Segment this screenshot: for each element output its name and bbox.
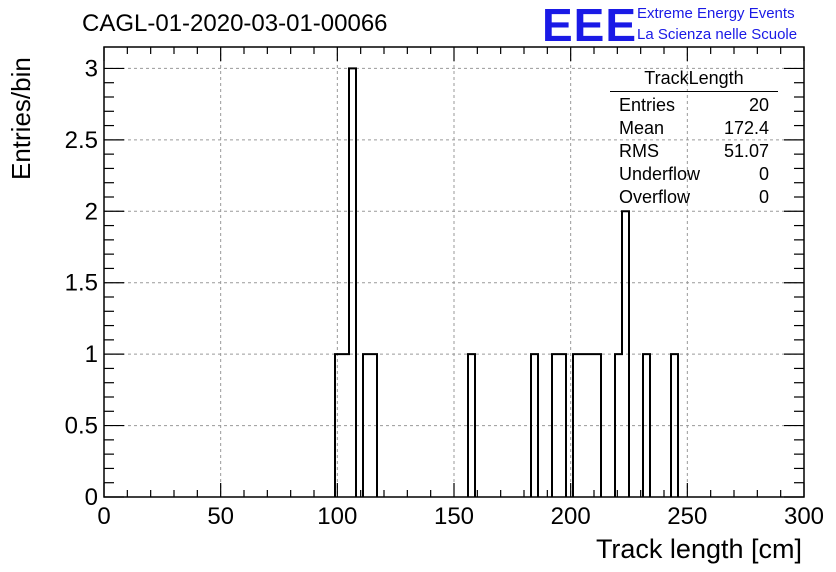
stats-label: Underflow: [619, 164, 701, 184]
stats-label: Overflow: [619, 187, 691, 207]
eee-logo-mark: EEE: [542, 0, 638, 51]
stats-row-mean: Mean 172.4: [610, 117, 778, 140]
x-tick-label: 0: [97, 503, 110, 530]
stats-value: 0: [758, 164, 769, 184]
histogram-outline: [334, 67, 679, 497]
stats-title: TrackLength: [610, 68, 778, 92]
stats-label: Entries: [619, 95, 676, 115]
logo-line-2: La Scienza nelle Scuole: [637, 26, 798, 43]
y-tick-label: 1: [85, 341, 98, 368]
y-tick-label: 0: [85, 484, 98, 511]
stats-label: RMS: [619, 141, 659, 161]
x-tick-label: 200: [551, 503, 591, 530]
y-tick-label: 0.5: [65, 413, 98, 440]
stats-box: TrackLength Entries 20 Mean 172.4 RMS 51…: [610, 68, 778, 209]
x-tick-label: 50: [207, 503, 234, 530]
y-tick-label: 1.5: [65, 270, 98, 297]
logo-line-1: Extreme Energy Events: [637, 5, 795, 22]
stats-label: Mean: [619, 118, 665, 138]
stats-row-entries: Entries 20: [610, 94, 778, 117]
y-axis-label-wrapper: Entries/bin: [6, 57, 36, 190]
stats-row-overflow: Overflow 0: [610, 186, 778, 209]
x-axis-label: Track length [cm]: [595, 534, 802, 564]
histogram-bars: [334, 67, 679, 497]
axis-ticks: [103, 47, 805, 498]
stats-row-rms: RMS 51.07: [610, 140, 778, 163]
stats-value: 0: [758, 187, 769, 207]
x-tick-label: 250: [667, 503, 707, 530]
y-tick-label: 2.5: [65, 127, 98, 154]
stats-value: 172.4: [723, 118, 769, 138]
y-tick-label: 3: [85, 55, 98, 82]
x-tick-label: 100: [317, 503, 357, 530]
y-tick-label: 2: [85, 198, 98, 225]
x-tick-label: 300: [784, 503, 824, 530]
run-title: CAGL-01-2020-03-01-00066: [82, 10, 388, 37]
stats-value: 20: [748, 95, 769, 115]
grid-lines: [104, 47, 804, 497]
stats-value: 51.07: [723, 141, 769, 161]
y-axis-label: Entries/bin: [6, 57, 36, 180]
x-tick-label: 150: [434, 503, 474, 530]
stats-row-underflow: Underflow 0: [610, 163, 778, 186]
